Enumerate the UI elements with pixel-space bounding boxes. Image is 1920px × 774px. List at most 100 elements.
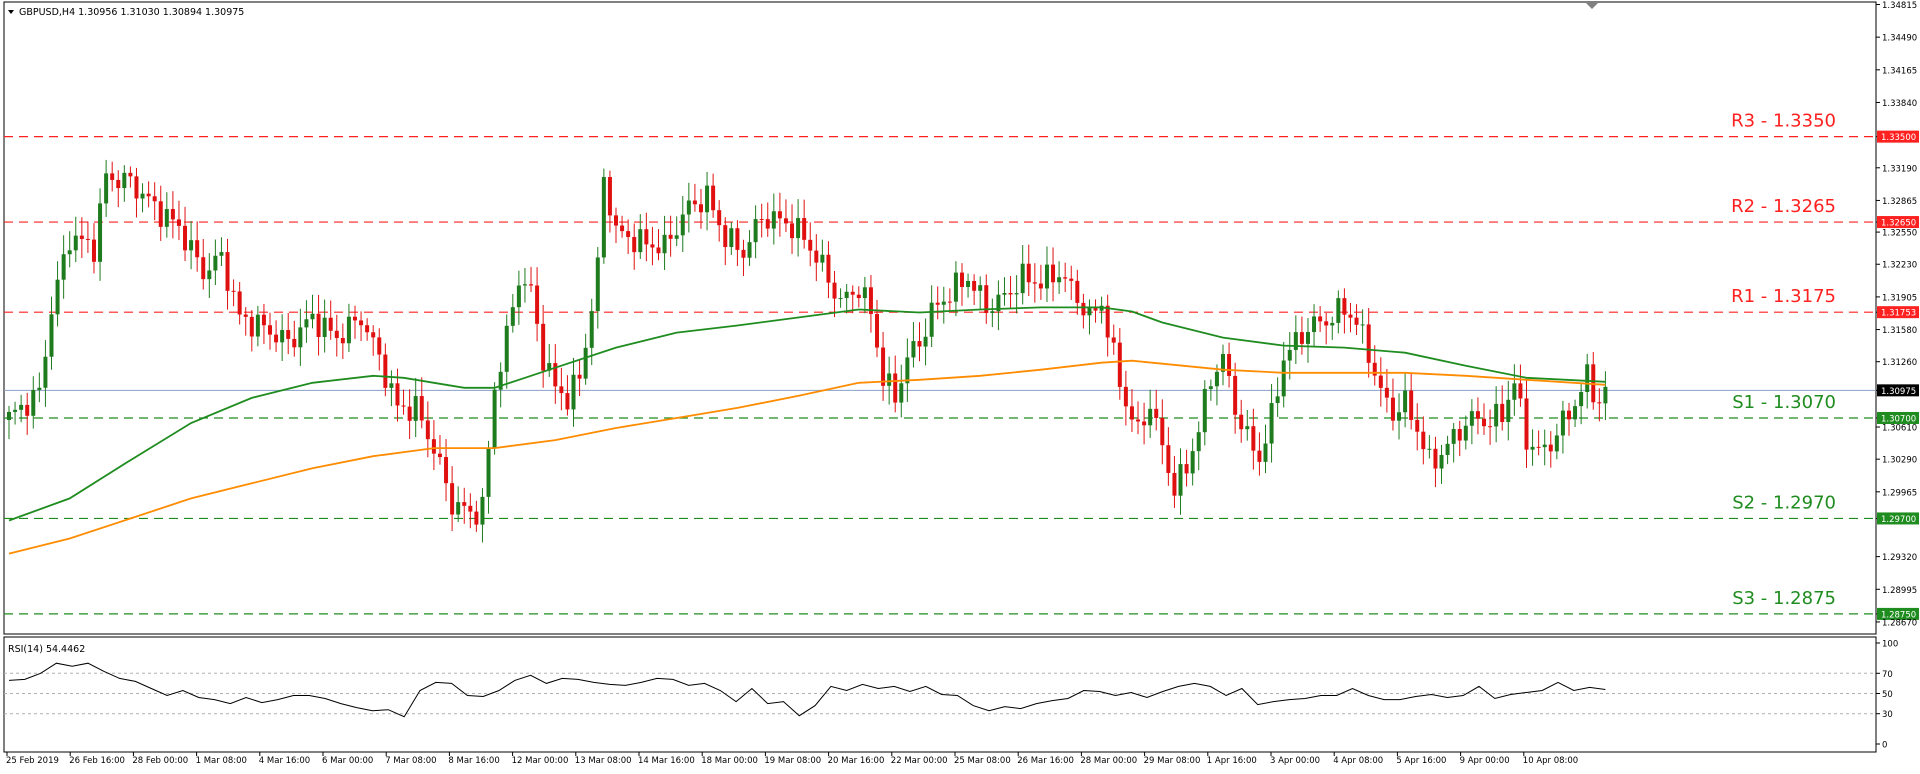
candle-body	[1397, 412, 1402, 421]
candle-body	[213, 255, 218, 271]
candle-body	[1330, 322, 1335, 326]
candle-body	[1075, 280, 1080, 303]
candle-body	[875, 313, 880, 348]
candle-body	[723, 225, 728, 248]
candle-body	[110, 173, 115, 180]
candle-body	[1548, 444, 1553, 452]
candle-body	[1032, 282, 1037, 284]
candle-body	[225, 252, 230, 291]
candle-body	[407, 406, 412, 421]
candle-body	[614, 215, 618, 226]
candle-body	[959, 272, 964, 287]
candle-body	[425, 420, 430, 440]
candle-body	[1154, 408, 1159, 419]
candle-body	[729, 228, 734, 248]
candle-body	[49, 314, 54, 357]
candle-body	[304, 319, 309, 328]
candle-body	[462, 502, 467, 506]
time-tick-label: 4 Apr 08:00	[1333, 756, 1383, 766]
price-tick-label: 1.31580	[1882, 326, 1917, 336]
candle-body	[61, 254, 66, 280]
candle-body	[298, 327, 303, 348]
chevron-down-icon[interactable]	[8, 10, 14, 14]
price-layer: R3 - 1.3350 R2 - 1.3265 R1 - 1.3175 S1 - 1.…	[4, 111, 1876, 615]
candle-body	[1415, 419, 1420, 432]
candle-body	[116, 179, 121, 189]
candle-body	[577, 374, 582, 379]
candle-body	[504, 325, 509, 372]
candle-body	[280, 330, 285, 343]
candle-body	[128, 172, 133, 177]
price-tick-label: 1.34815	[1882, 1, 1917, 11]
candle-body	[516, 285, 521, 308]
price-tag-box	[1877, 411, 1919, 424]
candle-body	[1057, 277, 1062, 283]
candle-body	[935, 302, 940, 305]
candle-body	[1560, 410, 1565, 436]
candle-body	[31, 389, 36, 416]
candle-body	[662, 234, 667, 254]
candle-body	[67, 250, 72, 255]
price-tick-label: 1.30290	[1882, 456, 1917, 466]
candle-body	[255, 314, 260, 337]
candle-body	[565, 393, 570, 410]
scroll-marker-icon[interactable]	[1586, 3, 1598, 9]
candle-body	[286, 330, 291, 339]
candle-body	[1494, 403, 1499, 427]
price-tag-label: 1.30700	[1881, 414, 1916, 424]
candle-body	[1251, 426, 1256, 451]
candle-body	[808, 239, 813, 251]
rsi-tick-label: 70	[1882, 670, 1893, 680]
candle-body	[966, 280, 971, 287]
time-tick-label: 19 Mar 08:00	[764, 756, 821, 766]
candle-body	[759, 219, 764, 221]
candle-body	[1500, 403, 1505, 423]
candle-body	[686, 200, 691, 215]
candle-body	[498, 371, 503, 390]
candle-body	[626, 231, 631, 237]
candle-body	[431, 439, 436, 454]
candle-body	[1117, 342, 1122, 387]
candle-body	[152, 196, 157, 202]
candle-body	[310, 313, 315, 320]
candle-body	[1603, 386, 1608, 404]
candle-body	[383, 354, 388, 388]
candle-body	[777, 211, 782, 219]
candle-body	[1051, 264, 1056, 283]
candle-body	[547, 363, 552, 371]
candle-body	[1348, 314, 1353, 318]
candle-body	[1390, 397, 1395, 421]
candle-body	[1439, 454, 1444, 469]
candle-body	[1354, 317, 1359, 325]
rsi-tick-label: 50	[1882, 690, 1893, 700]
candle-body	[1585, 364, 1590, 393]
level-label-1: R2 - 1.3265	[1731, 196, 1836, 217]
candle-body	[85, 238, 90, 240]
candle-body	[644, 229, 649, 245]
candle-body	[346, 316, 351, 344]
candle-body	[389, 383, 394, 388]
candle-body	[656, 247, 661, 254]
time-tick-label: 3 Apr 00:00	[1270, 756, 1320, 766]
time-tick-label: 26 Mar 16:00	[1017, 756, 1074, 766]
price-tag-label: 1.28750	[1881, 610, 1916, 620]
candle-body	[832, 282, 837, 299]
candle-body	[553, 363, 558, 387]
candle-body	[856, 294, 861, 299]
time-tick-label: 20 Mar 16:00	[828, 756, 885, 766]
candle-body	[1196, 432, 1201, 452]
candle-body	[1227, 354, 1232, 376]
rsi-tick-label: 0	[1882, 741, 1887, 751]
price-tag-label: 1.30975	[1881, 387, 1916, 397]
candle-body	[595, 257, 600, 312]
candle-body	[43, 356, 48, 388]
candle-body	[972, 280, 977, 291]
candle-body	[1111, 337, 1116, 343]
price-tick-label: 1.32550	[1882, 229, 1917, 239]
candle-body	[947, 301, 952, 303]
candle-body	[104, 173, 109, 204]
candle-body	[1063, 277, 1068, 279]
candle-body	[771, 211, 776, 229]
candle-body	[1020, 263, 1025, 294]
